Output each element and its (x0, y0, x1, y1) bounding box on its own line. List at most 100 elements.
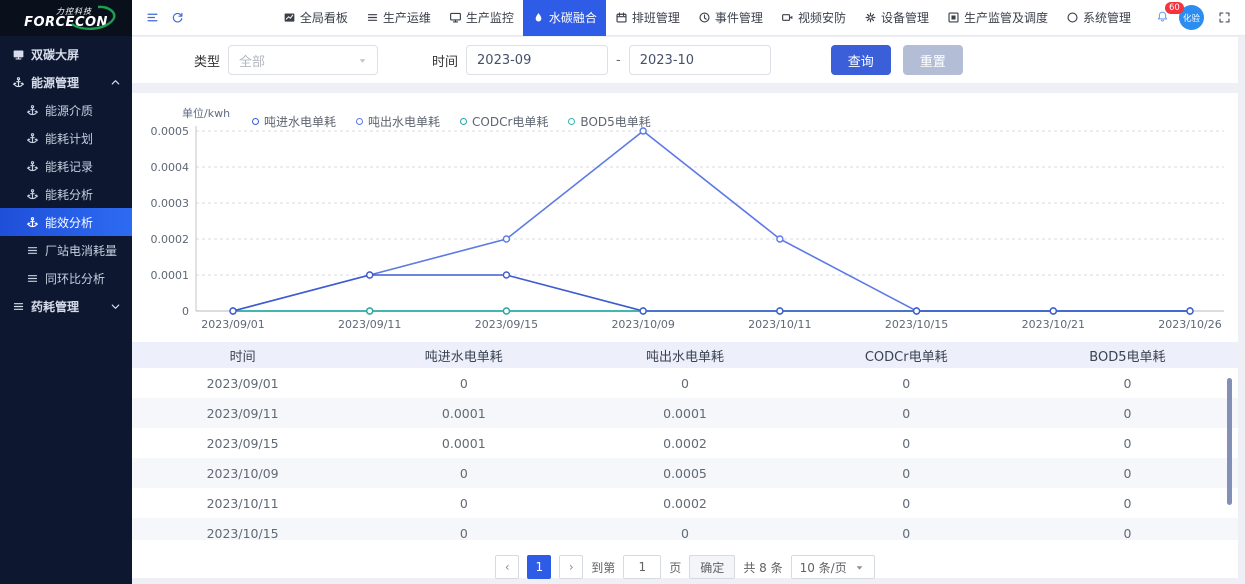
svg-text:2023/10/15: 2023/10/15 (885, 318, 948, 331)
sidebar-item[interactable]: 能源介质 (0, 96, 132, 124)
sidebar-item[interactable]: 同环比分析 (0, 264, 132, 292)
svg-text:0.0003: 0.0003 (151, 197, 190, 210)
table-row: 2023/09/01 0 0 0 0 (132, 368, 1238, 398)
table-header-cell: 吨进水电单耗 (424, 349, 503, 365)
type-label: 类型 (194, 54, 221, 70)
legend-item[interactable]: BOD5电单耗 (568, 113, 651, 130)
legend-label: 吨进水电单耗 (264, 115, 337, 129)
pagination: ‹ 1 › 到第 页 确定 共 8 条 10 条/页 (132, 555, 1238, 579)
table-row: 2023/09/11 0.0001 0.0001 0 0 (132, 398, 1238, 428)
nav-item-monitor[interactable]: 生产监控 (440, 0, 523, 36)
prev-page-button[interactable]: ‹ (495, 555, 520, 579)
svg-text:2023/10/21: 2023/10/21 (1022, 318, 1085, 331)
table-cell: 2023/10/11 (206, 495, 279, 511)
date-from-field[interactable] (466, 45, 609, 75)
goto-page-input[interactable] (623, 555, 662, 579)
legend-label: CODCr电单耗 (472, 115, 549, 129)
nav-item-event[interactable]: 事件管理 (689, 0, 772, 36)
chevron-down-icon (109, 300, 122, 313)
type-select[interactable]: 全部 (228, 45, 379, 75)
table-cell: 0 (459, 525, 468, 541)
svg-text:0.0002: 0.0002 (151, 233, 190, 246)
total-count: 共 8 条 (743, 560, 783, 575)
fullscreen-icon[interactable] (1218, 11, 1231, 24)
main-panel: 单位/kwh 吨进水电单耗 吨出水电单耗 CODCr电单耗 BOD5电单耗 0.000… (132, 93, 1238, 579)
system-icon (1066, 11, 1079, 24)
sidebar-item[interactable]: 能源管理 (0, 68, 132, 96)
nav-item-list[interactable]: 生产运维 (357, 0, 440, 36)
table-cell: 2023/09/15 (206, 435, 279, 451)
table-cell: 0 (902, 525, 911, 541)
svg-text:2023/09/15: 2023/09/15 (475, 318, 538, 331)
table-cell: 0 (902, 375, 911, 391)
date-to-field[interactable] (628, 45, 771, 75)
table-cell: 0 (459, 495, 468, 511)
chevron-down-icon (853, 561, 866, 574)
page-1-button[interactable]: 1 (527, 555, 552, 579)
table-cell: 0 (902, 435, 911, 451)
sidebar-item[interactable]: 能耗分析 (0, 180, 132, 208)
legend-item[interactable]: 吨出水电单耗 (356, 113, 440, 130)
nav-item-label: 设备管理 (880, 11, 929, 25)
page-size-select[interactable]: 10 条/页 (790, 555, 875, 579)
legend-marker-icon (252, 118, 259, 125)
table-cell: 0 (1123, 405, 1132, 421)
nav-item-video[interactable]: 视频安防 (772, 0, 855, 36)
notification-badge: 60 (1165, 2, 1184, 15)
goto-confirm-button[interactable]: 确定 (689, 555, 736, 579)
svg-text:0.0001: 0.0001 (151, 269, 190, 282)
table-cell: 0 (902, 495, 911, 511)
sidebar-item[interactable]: 能耗计划 (0, 124, 132, 152)
svg-text:2023/10/26: 2023/10/26 (1158, 318, 1221, 331)
notification-bell[interactable]: 60 (1156, 2, 1184, 27)
table-cell: 0 (681, 375, 689, 391)
sidebar-item[interactable]: 厂站电消耗量 (0, 236, 132, 264)
sidebar-item[interactable]: 药耗管理 (0, 292, 132, 320)
video-icon (781, 11, 794, 24)
brand-cn: 力控科技 (56, 6, 92, 16)
legend-item[interactable]: 吨进水电单耗 (252, 113, 336, 130)
nav-item-system[interactable]: 系统管理 (1057, 0, 1140, 36)
goto-prefix: 到第 (591, 560, 616, 575)
list-icon (366, 11, 379, 24)
table-scrollbar[interactable] (1227, 378, 1232, 505)
table-header-cell: 时间 (229, 349, 256, 365)
nav-item-supervise[interactable]: 生产监管及调度 (938, 0, 1057, 36)
date-to-input[interactable] (639, 52, 735, 68)
table-row: 2023/09/15 0.0001 0.0002 0 0 (132, 428, 1238, 458)
table-header-cell: BOD5电单耗 (1089, 349, 1166, 365)
svg-text:0.0004: 0.0004 (151, 161, 190, 174)
sidebar-item[interactable]: 能效分析 (0, 208, 132, 236)
nav-item-calendar[interactable]: 排班管理 (606, 0, 689, 36)
nav-item-dashboard[interactable]: 全局看板 (274, 0, 357, 36)
chart-unit-label: 单位/kwh (182, 107, 231, 120)
legend-marker-icon (460, 118, 468, 125)
logo-swoosh-icon (71, 5, 116, 30)
legend-label: 吨出水电单耗 (368, 115, 441, 129)
dashboard-icon (283, 11, 296, 24)
top-bar-tools (146, 11, 184, 24)
refresh-icon[interactable] (171, 11, 184, 24)
anchor-icon (26, 132, 39, 145)
table-header-cell: 吨出水电单耗 (646, 349, 725, 365)
nav-item-water-drop[interactable]: 水碳融合 (522, 0, 606, 36)
time-label: 时间 (432, 54, 459, 70)
collapse-menu-icon[interactable] (146, 11, 159, 24)
sidebar-item-label: 能源介质 (45, 103, 94, 118)
nav-item-label: 视频安防 (797, 11, 846, 25)
event-icon (698, 11, 711, 24)
chart-container: 0.0005 0.0004 0.0003 0.0002 0.0001 0 2023/09/0… (138, 121, 1228, 350)
nav-item-gear[interactable]: 设备管理 (855, 0, 938, 36)
reset-button[interactable]: 重置 (902, 45, 963, 75)
sidebar-item-label: 能耗计划 (45, 131, 94, 146)
table-row: 2023/10/15 0 0 0 0 (132, 518, 1238, 540)
sidebar-item[interactable]: 双碳大屏 (0, 40, 132, 68)
next-page-button[interactable]: › (559, 555, 584, 579)
anchor-icon (12, 76, 25, 89)
legend-item[interactable]: CODCr电单耗 (460, 113, 548, 130)
goto-suffix: 页 (669, 560, 682, 575)
nav-item-label: 生产运维 (382, 11, 431, 25)
date-from-input[interactable] (477, 52, 573, 68)
query-button[interactable]: 查询 (830, 45, 891, 75)
sidebar-item[interactable]: 能耗记录 (0, 152, 132, 180)
